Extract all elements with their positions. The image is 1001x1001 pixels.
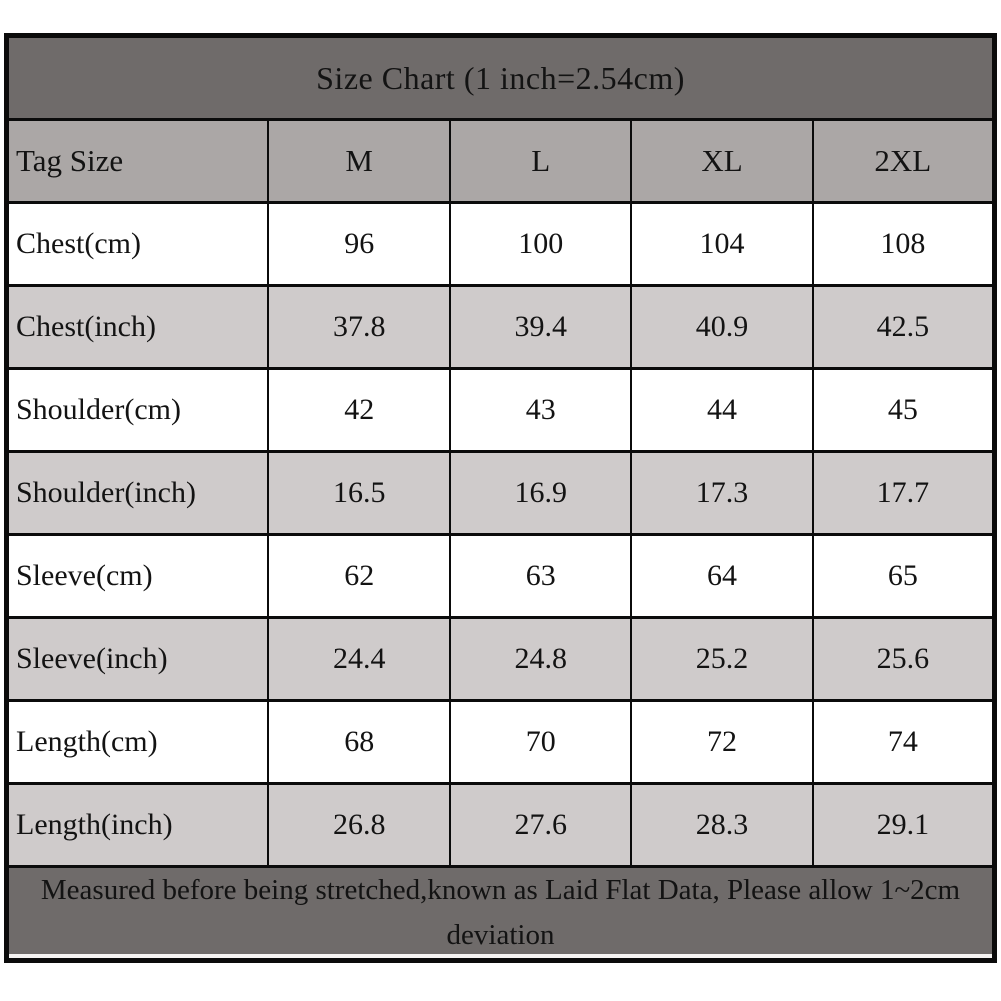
table-cell: 42 <box>267 367 452 453</box>
row-label: Chest(cm) <box>5 201 270 287</box>
table-cell: 68 <box>267 699 452 785</box>
table-row-chest-cm: Chest(cm) 96 100 104 108 <box>5 201 996 287</box>
table-cell: 42.5 <box>811 284 996 370</box>
table-cell: 63 <box>449 533 633 619</box>
size-chart-table: Size Chart (1 inch=2.54cm) Tag Size M L … <box>4 33 997 963</box>
chart-title: Size Chart (1 inch=2.54cm) <box>5 34 996 121</box>
table-cell: 16.9 <box>449 450 633 536</box>
table-cell: 25.2 <box>630 616 814 702</box>
table-cell: 104 <box>630 201 814 287</box>
row-label: Sleeve(cm) <box>5 533 270 619</box>
measurement-note: Measured before being stretched,known as… <box>5 865 996 962</box>
table-cell: 28.3 <box>630 782 814 868</box>
table-cell: 27.6 <box>449 782 633 868</box>
table-cell: 16.5 <box>267 450 452 536</box>
table-row-length-inch: Length(inch) 26.8 27.6 28.3 29.1 <box>5 782 996 868</box>
table-cell: 74 <box>811 699 996 785</box>
table-cell: 44 <box>630 367 814 453</box>
table-cell: 26.8 <box>267 782 452 868</box>
row-label: Chest(inch) <box>5 284 270 370</box>
table-row-sleeve-cm: Sleeve(cm) 62 63 64 65 <box>5 533 996 619</box>
table-cell: 17.7 <box>811 450 996 536</box>
footer-row: Measured before being stretched,known as… <box>5 865 996 962</box>
header-size-m: M <box>267 118 452 204</box>
header-size-2xl: 2XL <box>811 118 996 204</box>
table-cell: 64 <box>630 533 814 619</box>
table-cell: 43 <box>449 367 633 453</box>
header-row: Tag Size M L XL 2XL <box>5 118 996 204</box>
row-label: Length(inch) <box>5 782 270 868</box>
row-label: Shoulder(cm) <box>5 367 270 453</box>
table-row-length-cm: Length(cm) 68 70 72 74 <box>5 699 996 785</box>
title-row: Size Chart (1 inch=2.54cm) <box>5 34 996 121</box>
header-size-l: L <box>449 118 633 204</box>
header-tag-size: Tag Size <box>5 118 270 204</box>
table-cell: 70 <box>449 699 633 785</box>
table-cell: 25.6 <box>811 616 996 702</box>
table-cell: 29.1 <box>811 782 996 868</box>
table-cell: 39.4 <box>449 284 633 370</box>
row-label: Length(cm) <box>5 699 270 785</box>
table-cell: 100 <box>449 201 633 287</box>
table-cell: 65 <box>811 533 996 619</box>
table-cell: 45 <box>811 367 996 453</box>
table-row-sleeve-inch: Sleeve(inch) 24.4 24.8 25.2 25.6 <box>5 616 996 702</box>
table-row-shoulder-inch: Shoulder(inch) 16.5 16.9 17.3 17.7 <box>5 450 996 536</box>
table-cell: 62 <box>267 533 452 619</box>
table-row-chest-inch: Chest(inch) 37.8 39.4 40.9 42.5 <box>5 284 996 370</box>
table-cell: 24.4 <box>267 616 452 702</box>
table-cell: 17.3 <box>630 450 814 536</box>
row-label: Sleeve(inch) <box>5 616 270 702</box>
table-cell: 37.8 <box>267 284 452 370</box>
table-cell: 72 <box>630 699 814 785</box>
table-cell: 40.9 <box>630 284 814 370</box>
header-size-xl: XL <box>630 118 814 204</box>
row-label: Shoulder(inch) <box>5 450 270 536</box>
table-cell: 108 <box>811 201 996 287</box>
table-row-shoulder-cm: Shoulder(cm) 42 43 44 45 <box>5 367 996 453</box>
table-cell: 96 <box>267 201 452 287</box>
table-cell: 24.8 <box>449 616 633 702</box>
